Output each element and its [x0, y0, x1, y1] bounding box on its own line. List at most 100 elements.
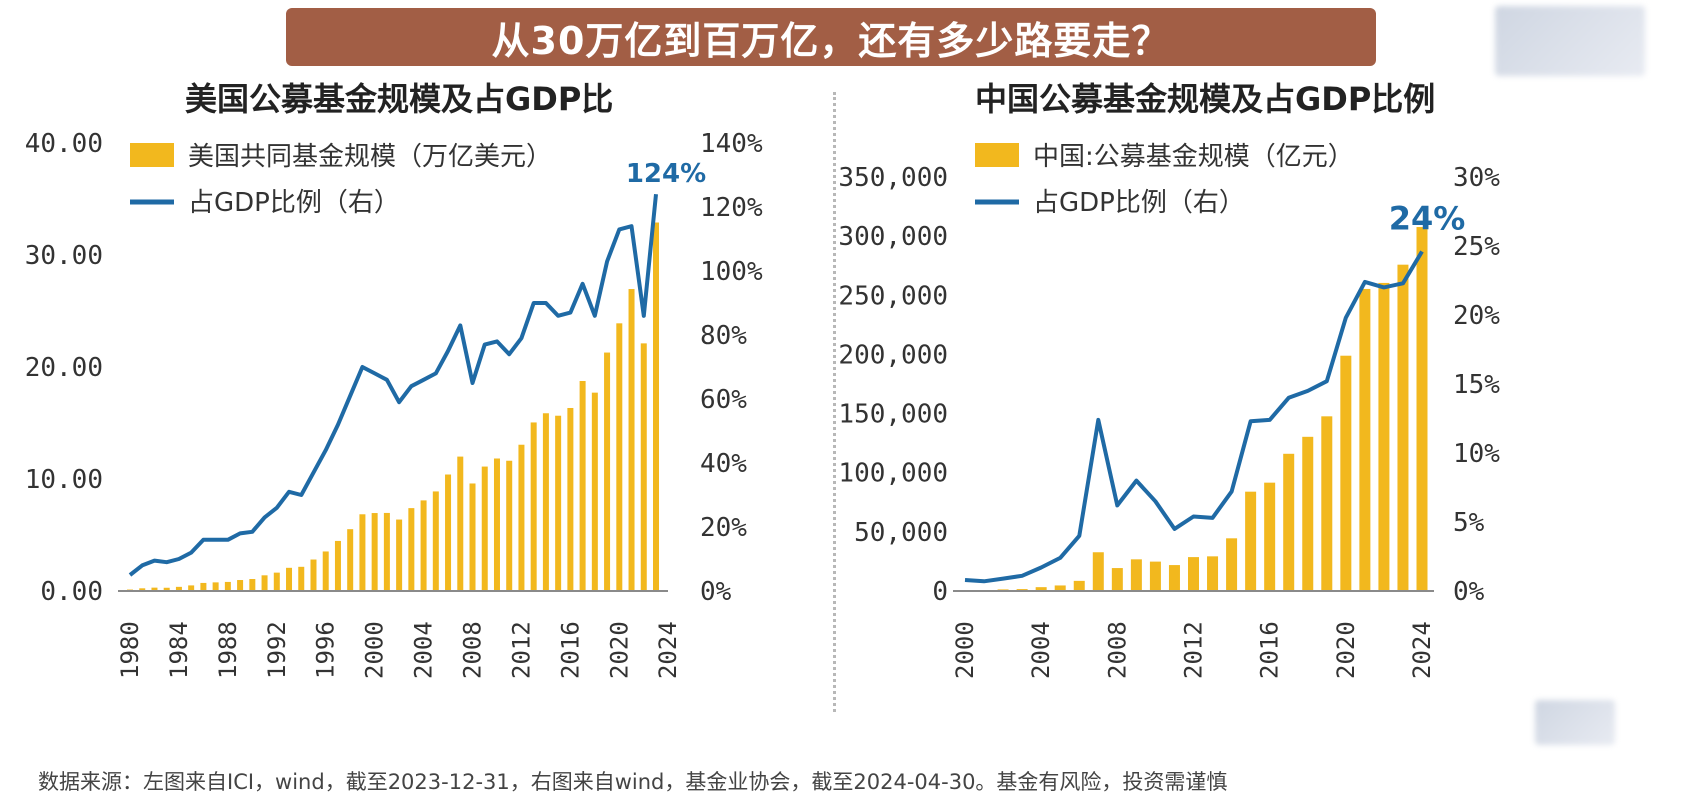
y-left-tick-label: 50,000	[854, 518, 948, 548]
y-right-tick-label: 5%	[1453, 508, 1485, 538]
bar	[298, 566, 305, 591]
bar	[273, 572, 280, 591]
bar	[1035, 587, 1047, 591]
bar	[371, 513, 378, 591]
y-left-tick-label: 150,000	[840, 400, 948, 430]
bar	[579, 381, 586, 591]
bar	[1302, 436, 1314, 591]
x-tick-label: 2024	[1408, 621, 1436, 679]
x-tick-label: 2016	[556, 621, 584, 679]
x-tick-label: 2024	[654, 621, 682, 679]
bar	[591, 392, 598, 591]
bar	[1340, 355, 1352, 591]
y-left-tick-label: 40.00	[25, 129, 103, 159]
bar	[1378, 282, 1390, 591]
bar	[224, 581, 231, 591]
bar	[261, 575, 268, 591]
y-right-tick-label: 120%	[700, 193, 763, 223]
us-chart: 40.00 30.00 20.00 10.00 0.00 140% 120% 100% 80% 6…	[25, 129, 763, 679]
bar	[1168, 565, 1180, 591]
bar	[1111, 568, 1123, 591]
x-tick-label: 2004	[1027, 621, 1055, 679]
legend-bar-swatch	[975, 143, 1019, 167]
x-tick-label: 2016	[1256, 621, 1284, 679]
y-left-tick-label: 300,000	[840, 222, 948, 252]
bar	[628, 289, 635, 591]
x-tick-label: 2004	[410, 621, 438, 679]
bar	[237, 580, 244, 591]
bar	[481, 466, 488, 591]
blurred-logo-top	[1495, 6, 1645, 76]
y-left-tick-label: 200,000	[840, 340, 948, 370]
x-tick-label: 1996	[312, 621, 340, 679]
bar	[396, 519, 403, 591]
bar	[1207, 556, 1219, 591]
legend-bar-label: 中国:公募基金规模（亿元）	[1033, 142, 1354, 172]
y-right-tick-label: 20%	[700, 513, 747, 543]
bar	[457, 456, 464, 591]
bar	[1283, 453, 1295, 591]
bar	[567, 407, 574, 591]
bar	[212, 582, 219, 591]
y-right-tick-label: 100%	[700, 257, 763, 287]
y-left-tick-label: 30.00	[25, 241, 103, 271]
legend-bar-label: 美国共同基金规模（万亿美元）	[188, 142, 552, 172]
bar	[1397, 264, 1409, 591]
bar	[469, 483, 476, 591]
data-source-note: 数据来源：左图来自ICI，wind，截至2023-12-31，右图来自wind，…	[38, 770, 1228, 794]
bar	[200, 582, 207, 591]
y-left-tick-label: 20.00	[25, 353, 103, 383]
bar	[506, 460, 513, 591]
x-tick-label: 1992	[263, 621, 291, 679]
ratio-line	[128, 194, 658, 577]
bar	[322, 551, 329, 591]
bar	[1149, 561, 1161, 591]
bar	[1092, 552, 1104, 591]
bar	[175, 586, 182, 591]
bar	[420, 500, 427, 591]
x-tick-label: 2008	[459, 621, 487, 679]
x-tick-label: 2012	[1180, 621, 1208, 679]
bar	[445, 474, 452, 591]
bar	[1188, 557, 1199, 591]
bar	[518, 444, 525, 591]
bar	[653, 222, 659, 591]
peak-annotation: 124%	[626, 159, 706, 189]
bar	[1321, 416, 1333, 591]
bar	[334, 540, 341, 591]
bar	[310, 559, 317, 591]
bar	[1226, 538, 1238, 591]
bar	[1416, 227, 1428, 591]
bar	[1264, 482, 1276, 591]
y-right-tick-label: 0%	[700, 577, 732, 607]
bar	[493, 458, 500, 591]
x-tick-label: 2008	[1103, 621, 1131, 679]
bar	[1054, 585, 1066, 591]
bar	[1245, 491, 1257, 591]
bar	[286, 567, 293, 591]
y-left-tick-label: 350,000	[840, 163, 948, 193]
bar	[408, 508, 415, 591]
bar	[188, 585, 195, 591]
cn-chart-title: 中国公募基金规模及占GDP比例	[975, 80, 1436, 118]
peak-annotation: 24%	[1389, 200, 1466, 238]
bar	[555, 415, 562, 591]
y-right-tick-label: 0%	[1453, 577, 1485, 607]
y-right-tick-label: 60%	[700, 385, 747, 415]
y-left-tick-label: 0.00	[40, 577, 103, 607]
y-right-tick-label: 80%	[700, 321, 747, 351]
y-right-tick-label: 140%	[700, 129, 763, 159]
y-right-tick-label: 30%	[1453, 163, 1500, 193]
legend-line-label: 占GDP比例（右）	[188, 188, 400, 218]
y-right-tick-label: 10%	[1453, 439, 1500, 469]
bar	[139, 588, 146, 591]
y-left-tick-label: 100,000	[840, 459, 948, 489]
banner-title: 从30万亿到百万亿，还有多少路要走？	[491, 18, 1171, 63]
y-right-tick-label: 25%	[1453, 232, 1500, 262]
bar	[359, 514, 366, 591]
x-tick-label: 2020	[605, 621, 633, 679]
legend-bar-swatch	[130, 143, 174, 167]
y-left-tick-label: 250,000	[840, 281, 948, 311]
bar	[347, 529, 354, 591]
bar	[604, 352, 611, 591]
